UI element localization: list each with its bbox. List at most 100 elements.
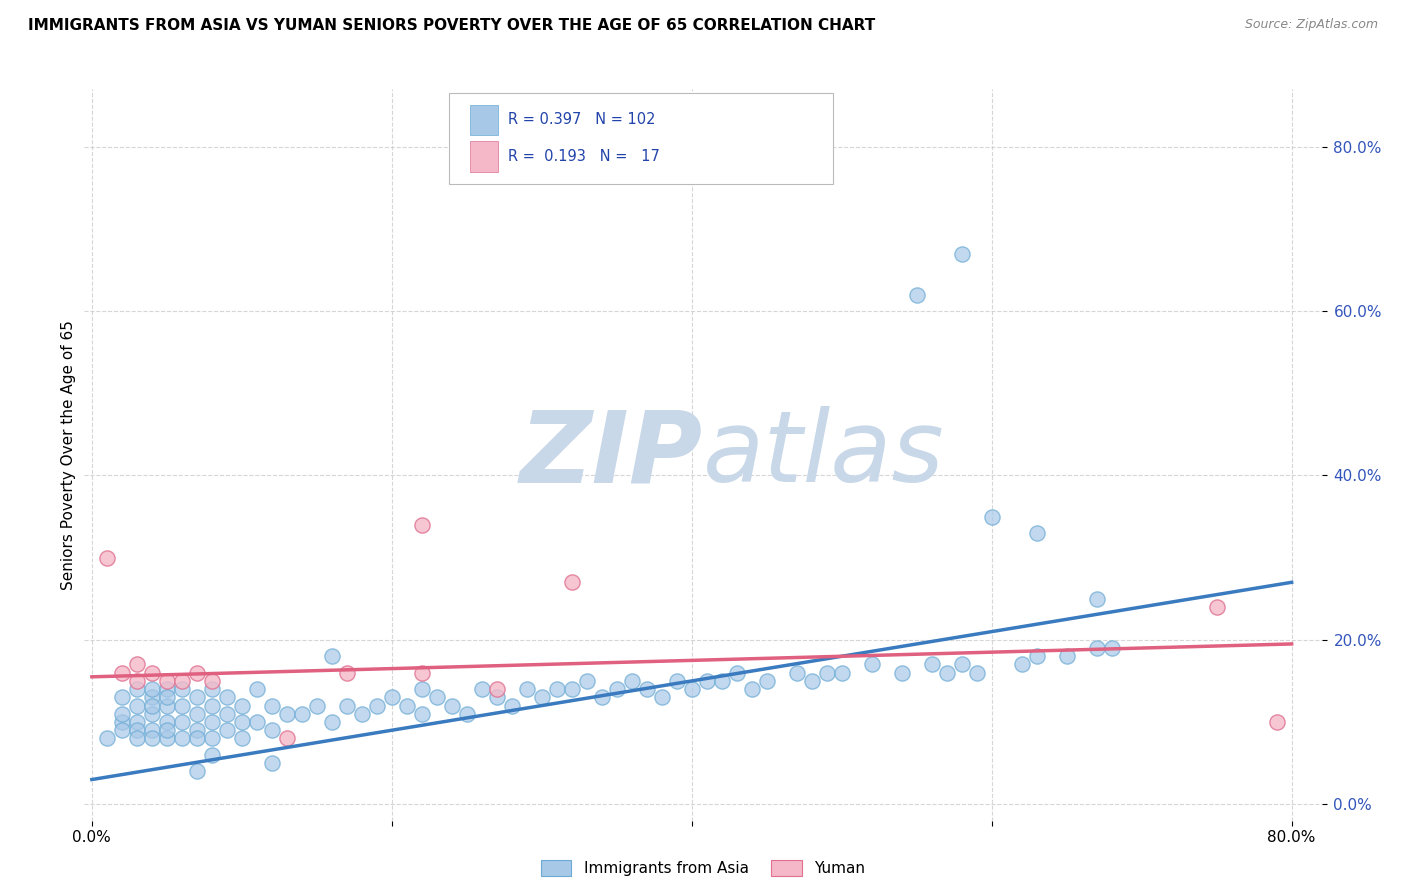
- Point: [231, 714, 253, 729]
- Point: [710, 673, 733, 688]
- Point: [125, 723, 148, 738]
- Point: [1101, 641, 1123, 656]
- Point: [321, 649, 343, 664]
- Point: [201, 747, 224, 762]
- Point: [381, 690, 404, 705]
- Point: [215, 690, 238, 705]
- Point: [411, 665, 433, 680]
- Point: [950, 657, 973, 672]
- Point: [156, 714, 179, 729]
- Point: [291, 706, 314, 721]
- Text: ZIP: ZIP: [520, 407, 703, 503]
- Point: [201, 698, 224, 713]
- Point: [755, 673, 778, 688]
- Point: [786, 665, 808, 680]
- Point: [890, 665, 912, 680]
- Point: [141, 682, 163, 697]
- Point: [935, 665, 957, 680]
- Point: [606, 682, 628, 697]
- Text: R =  0.193   N =   17: R = 0.193 N = 17: [508, 149, 659, 164]
- Point: [741, 682, 763, 697]
- Point: [485, 690, 508, 705]
- FancyBboxPatch shape: [450, 93, 832, 185]
- Point: [725, 665, 748, 680]
- Point: [321, 714, 343, 729]
- Point: [156, 673, 179, 688]
- Point: [336, 698, 359, 713]
- Point: [96, 731, 118, 746]
- Point: [215, 706, 238, 721]
- Point: [125, 657, 148, 672]
- Point: [170, 731, 193, 746]
- Point: [170, 673, 193, 688]
- Point: [1056, 649, 1078, 664]
- Point: [665, 673, 688, 688]
- Point: [276, 731, 298, 746]
- Point: [980, 509, 1002, 524]
- Point: [125, 673, 148, 688]
- Point: [260, 756, 283, 771]
- Point: [591, 690, 613, 705]
- Text: R = 0.397   N = 102: R = 0.397 N = 102: [508, 112, 655, 128]
- Point: [125, 698, 148, 713]
- Point: [950, 246, 973, 260]
- Point: [1025, 526, 1047, 541]
- FancyBboxPatch shape: [471, 104, 498, 136]
- Point: [305, 698, 328, 713]
- Point: [860, 657, 883, 672]
- Point: [561, 682, 583, 697]
- Point: [170, 698, 193, 713]
- Point: [246, 714, 269, 729]
- Point: [111, 706, 134, 721]
- Text: Source: ZipAtlas.com: Source: ZipAtlas.com: [1244, 18, 1378, 31]
- Point: [456, 706, 478, 721]
- Point: [1011, 657, 1033, 672]
- Point: [111, 714, 134, 729]
- Point: [201, 682, 224, 697]
- Point: [471, 682, 494, 697]
- Point: [440, 698, 463, 713]
- Text: atlas: atlas: [703, 407, 945, 503]
- Point: [276, 706, 298, 721]
- Point: [546, 682, 568, 697]
- Point: [530, 690, 553, 705]
- Point: [156, 698, 179, 713]
- Point: [1265, 714, 1288, 729]
- Point: [201, 673, 224, 688]
- Point: [636, 682, 658, 697]
- Point: [411, 706, 433, 721]
- Point: [141, 731, 163, 746]
- Point: [170, 714, 193, 729]
- Point: [186, 690, 208, 705]
- Point: [905, 287, 928, 301]
- Point: [921, 657, 943, 672]
- Point: [426, 690, 449, 705]
- Point: [966, 665, 988, 680]
- Point: [201, 714, 224, 729]
- Point: [186, 731, 208, 746]
- Point: [125, 714, 148, 729]
- Point: [231, 731, 253, 746]
- Point: [1085, 641, 1108, 656]
- Point: [111, 723, 134, 738]
- Point: [111, 690, 134, 705]
- Text: IMMIGRANTS FROM ASIA VS YUMAN SENIORS POVERTY OVER THE AGE OF 65 CORRELATION CHA: IMMIGRANTS FROM ASIA VS YUMAN SENIORS PO…: [28, 18, 876, 33]
- Point: [156, 723, 179, 738]
- Point: [516, 682, 538, 697]
- Point: [231, 698, 253, 713]
- Point: [156, 682, 179, 697]
- Point: [501, 698, 523, 713]
- Point: [1205, 599, 1227, 614]
- Point: [696, 673, 718, 688]
- Point: [141, 723, 163, 738]
- Point: [681, 682, 703, 697]
- Point: [1025, 649, 1047, 664]
- Legend: Immigrants from Asia, Yuman: Immigrants from Asia, Yuman: [534, 855, 872, 882]
- Point: [96, 550, 118, 565]
- Point: [125, 731, 148, 746]
- Point: [395, 698, 418, 713]
- FancyBboxPatch shape: [471, 141, 498, 172]
- Point: [411, 517, 433, 532]
- Point: [336, 665, 359, 680]
- Point: [366, 698, 388, 713]
